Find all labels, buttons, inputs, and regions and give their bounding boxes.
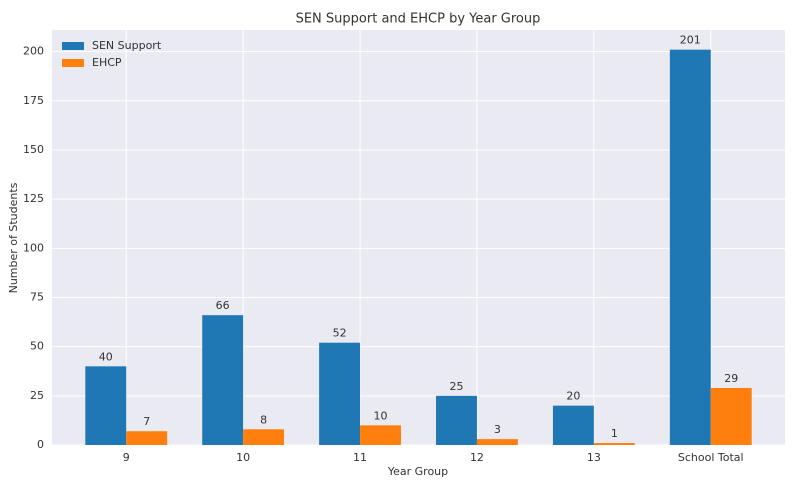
plot-area xyxy=(52,30,785,445)
bar xyxy=(85,366,127,445)
y-tick-label: 125 xyxy=(23,192,44,205)
x-tick-label: 12 xyxy=(470,451,484,464)
x-tick-label: 9 xyxy=(123,451,130,464)
y-tick-label: 150 xyxy=(23,143,44,156)
data-label: 29 xyxy=(724,372,738,385)
chart-title: SEN Support and EHCP by Year Group xyxy=(296,12,541,27)
legend-swatch xyxy=(62,59,84,67)
y-tick-label: 175 xyxy=(23,94,44,107)
y-tick-label: 25 xyxy=(30,389,44,402)
data-label: 52 xyxy=(333,327,347,340)
y-tick-label: 0 xyxy=(37,438,44,451)
x-axis-label: Year Group xyxy=(387,465,448,478)
data-label: 25 xyxy=(449,380,463,393)
bar xyxy=(202,315,244,445)
data-label: 66 xyxy=(216,299,230,312)
bar xyxy=(710,387,752,445)
y-axis-label: Number of Students xyxy=(7,182,20,293)
y-tick-label: 50 xyxy=(30,340,44,353)
x-tick-label: 13 xyxy=(587,451,601,464)
data-label: 8 xyxy=(260,413,267,426)
data-label: 40 xyxy=(99,350,113,363)
x-tick-label: 10 xyxy=(236,451,250,464)
bar xyxy=(126,431,168,445)
legend-swatch xyxy=(62,42,84,50)
data-label: 3 xyxy=(494,423,501,436)
data-label: 201 xyxy=(680,34,701,47)
bar xyxy=(243,429,285,445)
bar xyxy=(669,49,711,446)
y-tick-label: 200 xyxy=(23,45,44,58)
bar xyxy=(436,395,477,445)
bar xyxy=(476,439,518,445)
bar xyxy=(593,443,635,445)
data-label: 20 xyxy=(566,390,580,403)
data-label: 1 xyxy=(611,427,618,440)
bar xyxy=(360,425,401,445)
bar xyxy=(319,342,361,445)
x-tick-label: 11 xyxy=(353,451,367,464)
y-tick-label: 75 xyxy=(30,290,44,303)
legend-label: EHCP xyxy=(92,56,122,69)
legend-label: SEN Support xyxy=(92,39,162,52)
x-tick-label: School Total xyxy=(678,451,744,464)
data-label: 7 xyxy=(143,415,150,428)
y-tick-label: 100 xyxy=(23,241,44,254)
bar xyxy=(552,405,594,445)
data-label: 10 xyxy=(374,409,388,422)
